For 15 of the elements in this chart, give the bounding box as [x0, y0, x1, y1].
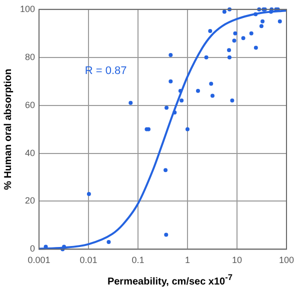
- y-tick-label: 80: [25, 52, 36, 62]
- y-tick-label: 40: [25, 148, 36, 158]
- x-tick-label: 10: [232, 255, 242, 266]
- x-tick-label: 0.001: [28, 255, 50, 266]
- y-tick-label: 0: [30, 244, 36, 254]
- annotation: R = 0.87: [84, 65, 127, 78]
- x-tick-label: 100: [278, 255, 294, 266]
- y-axis-title: % Human oral absorption: [2, 68, 14, 190]
- x-tick-label: 0.1: [132, 255, 144, 266]
- y-tick-label: 100: [20, 4, 36, 14]
- x-tick-label: 1: [184, 255, 190, 266]
- y-tick-label: 20: [25, 196, 36, 206]
- x-tick-label: 0.01: [80, 255, 98, 266]
- y-tick-label: 60: [25, 100, 36, 110]
- x-axis-title: Permeability, cm/sec x10$^{-7}$: [106, 272, 234, 288]
